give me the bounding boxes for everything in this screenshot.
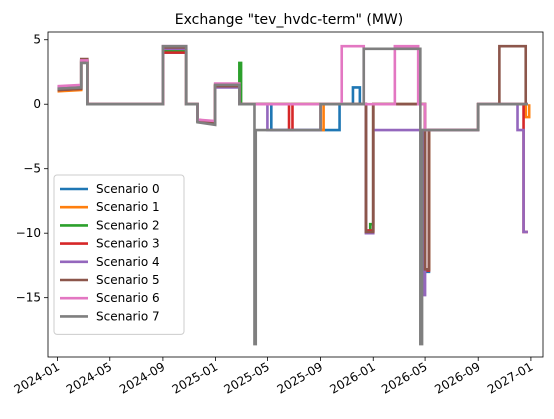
chart-title: Exchange "tev_hvdc-term" (MW) — [175, 12, 403, 28]
x-tick: 2026-01 — [327, 357, 378, 397]
legend-entry-scenario-3: Scenario 3 — [60, 237, 160, 251]
x-tick-label: 2024-01 — [12, 359, 62, 396]
x-tick-label: 2025-05 — [222, 359, 272, 396]
plot-frame — [47, 31, 544, 358]
legend-label: Scenario 2 — [96, 218, 160, 232]
y-tick: 0 — [33, 97, 48, 111]
legend-label: Scenario 1 — [96, 200, 160, 214]
x-tick: 2025-05 — [222, 357, 272, 397]
x-tick-label: 2025-01 — [170, 359, 220, 396]
legend-entry-scenario-4: Scenario 4 — [60, 255, 160, 269]
y-axis: 5 0 −5 −10 −15 — [16, 33, 48, 305]
y-tick: −5 — [23, 162, 48, 176]
x-tick-label: 2026-05 — [379, 359, 429, 396]
y-tick-label: −5 — [23, 162, 41, 176]
legend-box — [53, 174, 185, 335]
legend-label: Scenario 3 — [96, 237, 160, 251]
y-tick: 5 — [33, 33, 48, 47]
x-tick-label: 2026-01 — [327, 359, 377, 396]
legend-entry-scenario-2: Scenario 2 — [60, 218, 160, 232]
x-tick: 2024-01 — [12, 357, 62, 397]
legend-entry-scenario-1: Scenario 1 — [60, 200, 160, 214]
legend-label: Scenario 5 — [96, 273, 160, 287]
x-tick: 2027-01 — [485, 357, 535, 397]
x-tick-label: 2026-09 — [432, 359, 482, 396]
x-axis: 2024-01 2024-05 2024-09 2025-01 2025-05 2025-… — [12, 357, 535, 397]
y-tick: −15 — [16, 291, 48, 305]
x-tick-label: 2025-09 — [275, 359, 325, 396]
legend-label: Scenario 6 — [96, 291, 160, 305]
x-tick-label: 2027-01 — [485, 359, 535, 396]
y-tick-label: −15 — [16, 291, 41, 305]
legend: Scenario 0 Scenario 1 Scenario 2 Scenario 3… — [53, 174, 185, 335]
x-tick: 2025-01 — [170, 357, 220, 397]
legend-entry-scenario-5: Scenario 5 — [60, 273, 160, 287]
y-tick-label: 5 — [33, 33, 41, 47]
legend-label: Scenario 4 — [96, 255, 160, 269]
y-tick: −10 — [16, 226, 48, 240]
y-tick-label: 0 — [33, 97, 41, 111]
legend-entry-scenario-0: Scenario 0 — [60, 182, 160, 196]
legend-label: Scenario 7 — [96, 309, 160, 323]
x-tick: 2026-05 — [379, 357, 430, 397]
series-line-scenario-7 — [57, 44, 528, 346]
x-tick: 2024-05 — [64, 357, 114, 397]
x-tick: 2025-09 — [275, 357, 325, 397]
legend-entry-scenario-7: Scenario 7 — [60, 309, 160, 323]
series-layer — [57, 44, 531, 346]
y-tick-label: −10 — [16, 226, 41, 240]
x-tick-label: 2024-09 — [117, 359, 167, 396]
legend-entry-scenario-6: Scenario 6 — [60, 291, 160, 305]
x-tick: 2024-09 — [117, 357, 167, 397]
x-tick-label: 2024-05 — [64, 359, 114, 396]
x-tick: 2026-09 — [432, 357, 483, 397]
legend-label: Scenario 0 — [96, 182, 160, 196]
